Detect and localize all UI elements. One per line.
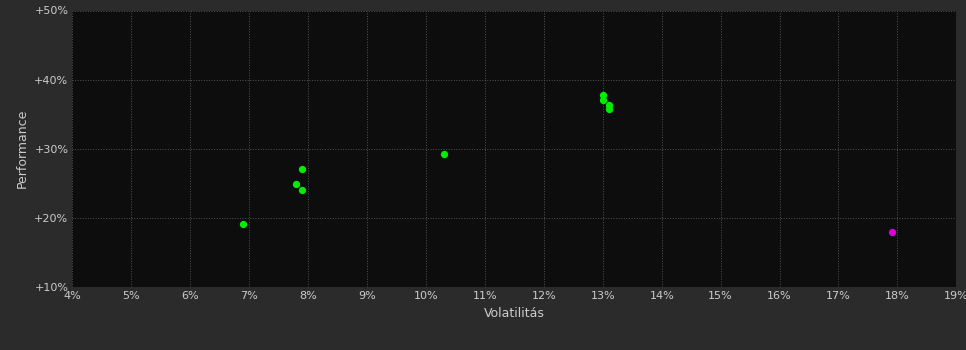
Point — [884, 229, 899, 234]
Point — [295, 166, 310, 172]
Point — [595, 97, 611, 103]
Point — [601, 103, 616, 108]
Y-axis label: Performance: Performance — [15, 109, 29, 188]
Point — [601, 106, 616, 111]
X-axis label: Volatilitás: Volatilitás — [484, 307, 545, 320]
Point — [436, 151, 451, 156]
Point — [295, 187, 310, 192]
Point — [289, 181, 304, 187]
Point — [236, 221, 251, 227]
Point — [595, 92, 611, 98]
